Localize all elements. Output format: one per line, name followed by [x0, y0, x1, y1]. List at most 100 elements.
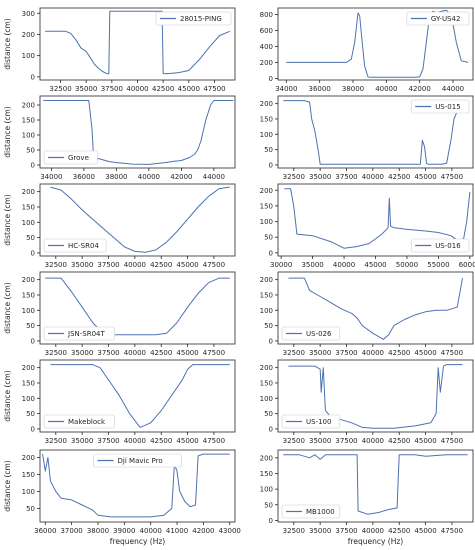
panel-4-xtick-label-5: 45000	[414, 173, 436, 181]
panel-10-ytick-label-0: 0	[269, 425, 273, 433]
panel-6-ytick-label-1: 50	[264, 234, 273, 242]
panel-10-frame	[277, 359, 474, 433]
panel-3-ytick-label-1: 50	[26, 147, 35, 155]
panel-11-xtick-label-7: 43000	[219, 527, 241, 535]
panel-8-legend-label: US-026	[306, 330, 332, 338]
panel-7-xtick-label-2: 37500	[97, 349, 119, 357]
panel-1-series-line	[45, 10, 231, 75]
panel-12-ytick-label-2: 100	[260, 486, 273, 494]
panel-8-series-line	[288, 277, 463, 340]
panel-6-xtick-label-5: 55000	[427, 261, 449, 269]
panel-1-xtick-label-5: 45000	[178, 85, 200, 93]
panel-4-series-line	[283, 100, 468, 165]
panel-7-ytick-label-3: 150	[22, 291, 35, 299]
panel-4-xtick-label-0: 32500	[283, 173, 305, 181]
panel-8-ytick-label-4: 200	[260, 276, 273, 284]
panel-8-ytick-label-0: 0	[269, 337, 273, 345]
panel-9-xtick-label-0: 32500	[45, 437, 67, 445]
panel-2-xtick-label-0: 34000	[275, 85, 297, 93]
panel-11-ylabel: distance (cm)	[3, 460, 12, 512]
panel-11-legend-box	[93, 453, 182, 468]
panel-9-series-line	[50, 364, 230, 428]
panel-2-ytick-label-0: 0	[269, 75, 273, 83]
panel-9-ytick-label-1: 50	[26, 410, 35, 418]
panel-12-xtick-label-3: 40000	[362, 527, 384, 535]
panel-11-xtick-label-2: 38000	[87, 527, 109, 535]
panel-8-xtick-label-4: 42500	[388, 349, 410, 357]
panel-8-xtick-label-0: 32500	[283, 349, 305, 357]
panel-6-xtick-label-6: 60000	[459, 261, 475, 269]
panel-1-ytick-label-1: 100	[22, 52, 35, 60]
panel-8-ytick-label-1: 50	[264, 322, 273, 330]
panel-5-xtick-label-4: 42500	[150, 261, 172, 269]
panel-1-ylabel: distance (cm)	[3, 18, 12, 70]
panel-1-xtick-label-2: 37500	[101, 85, 123, 93]
panel-5-ylabel: distance (cm)	[3, 194, 12, 246]
panel-2-xtick-label-4: 42000	[409, 85, 431, 93]
panel-8-xtick-label-2: 37500	[335, 349, 357, 357]
panel-7-ytick-label-4: 200	[22, 276, 35, 284]
panel-10-legend-label: US-100	[306, 418, 331, 426]
panel-10-xtick-label-6: 47500	[441, 437, 463, 445]
panel-10-ytick-label-3: 150	[260, 379, 273, 387]
panel-6-series-line	[284, 188, 471, 249]
panel-4-legend-box	[410, 99, 470, 114]
panel-5-legend-label: HC-SR04	[68, 242, 99, 250]
panel-11-xlabel: frequency (Hz)	[110, 537, 166, 546]
panel-9-frame	[39, 359, 236, 433]
panel-8-xtick-label-5: 45000	[414, 349, 436, 357]
panel-9-xtick-label-3: 40000	[124, 437, 146, 445]
panel-7-ytick-label-2: 100	[22, 307, 35, 315]
panel-4-ytick-label-2: 100	[260, 131, 273, 139]
panel-11-xtick-label-4: 40000	[140, 527, 162, 535]
panel-5-ytick-label-3: 150	[22, 203, 35, 211]
panel-1-legend-box	[155, 11, 232, 26]
panel-12-ytick-label-3: 150	[260, 470, 273, 478]
panel-4-xtick-label-3: 40000	[362, 173, 384, 181]
panel-12-xtick-label-4: 42500	[388, 527, 410, 535]
panel-5-xtick-label-0: 32500	[45, 261, 67, 269]
panel-10-xtick-label-5: 45000	[414, 437, 436, 445]
panel-10-xtick-label-1: 35000	[309, 437, 331, 445]
panel-12-xtick-label-2: 37500	[335, 527, 357, 535]
panel-1-xtick-label-1: 35000	[75, 85, 97, 93]
panel-12-xtick-label-0: 32500	[283, 527, 305, 535]
panel-1-frame	[39, 7, 236, 81]
panel-4-ytick-label-4: 200	[260, 100, 273, 108]
panel-10-ytick-label-2: 100	[260, 395, 273, 403]
panel-4-ytick-label-1: 50	[264, 146, 273, 154]
panel-2-frame	[277, 7, 474, 81]
panel-5-xtick-label-1: 35000	[71, 261, 93, 269]
panel-6-xtick-label-1: 35000	[301, 261, 323, 269]
panel-11-xtick-label-1: 37000	[60, 527, 82, 535]
panel-11-frame	[39, 449, 236, 523]
panel-5-frame	[39, 183, 236, 257]
panel-11-xtick-label-5: 41000	[166, 527, 188, 535]
panel-4-xtick-label-4: 42500	[388, 173, 410, 181]
panel-1-ytick-label-2: 200	[22, 31, 35, 39]
panel-3-legend-label: Grove	[68, 154, 89, 162]
panel-8-xtick-label-6: 47500	[441, 349, 463, 357]
panel-2-ytick-label-4: 800	[260, 11, 273, 19]
panel-7-legend-box	[43, 326, 115, 341]
panel-4-ytick-label-3: 150	[260, 115, 273, 123]
panel-3-ytick-label-4: 200	[22, 102, 35, 110]
panel-1-ytick-label-0: 0	[31, 73, 35, 81]
panel-6-ytick-label-3: 150	[260, 202, 273, 210]
panel-9-ytick-label-2: 100	[22, 395, 35, 403]
panel-2-ytick-label-1: 200	[260, 59, 273, 67]
panel-3-xtick-label-3: 40000	[138, 173, 160, 181]
panel-10-xtick-label-4: 42500	[388, 437, 410, 445]
panel-3-legend-box	[43, 150, 98, 165]
panel-6-ytick-label-0: 0	[269, 249, 273, 257]
panel-8-ytick-label-3: 150	[260, 291, 273, 299]
panel-12-ytick-label-4: 200	[260, 454, 273, 462]
panel-2-series-line	[286, 9, 469, 78]
panel-2-xtick-label-3: 40000	[375, 85, 397, 93]
panel-2-ytick-label-2: 400	[260, 43, 273, 51]
panel-12-frame	[277, 449, 474, 523]
panel-5-ytick-label-0: 0	[31, 249, 35, 257]
panel-1-ytick-label-3: 300	[22, 10, 35, 18]
panel-7-xtick-label-6: 47500	[203, 349, 225, 357]
